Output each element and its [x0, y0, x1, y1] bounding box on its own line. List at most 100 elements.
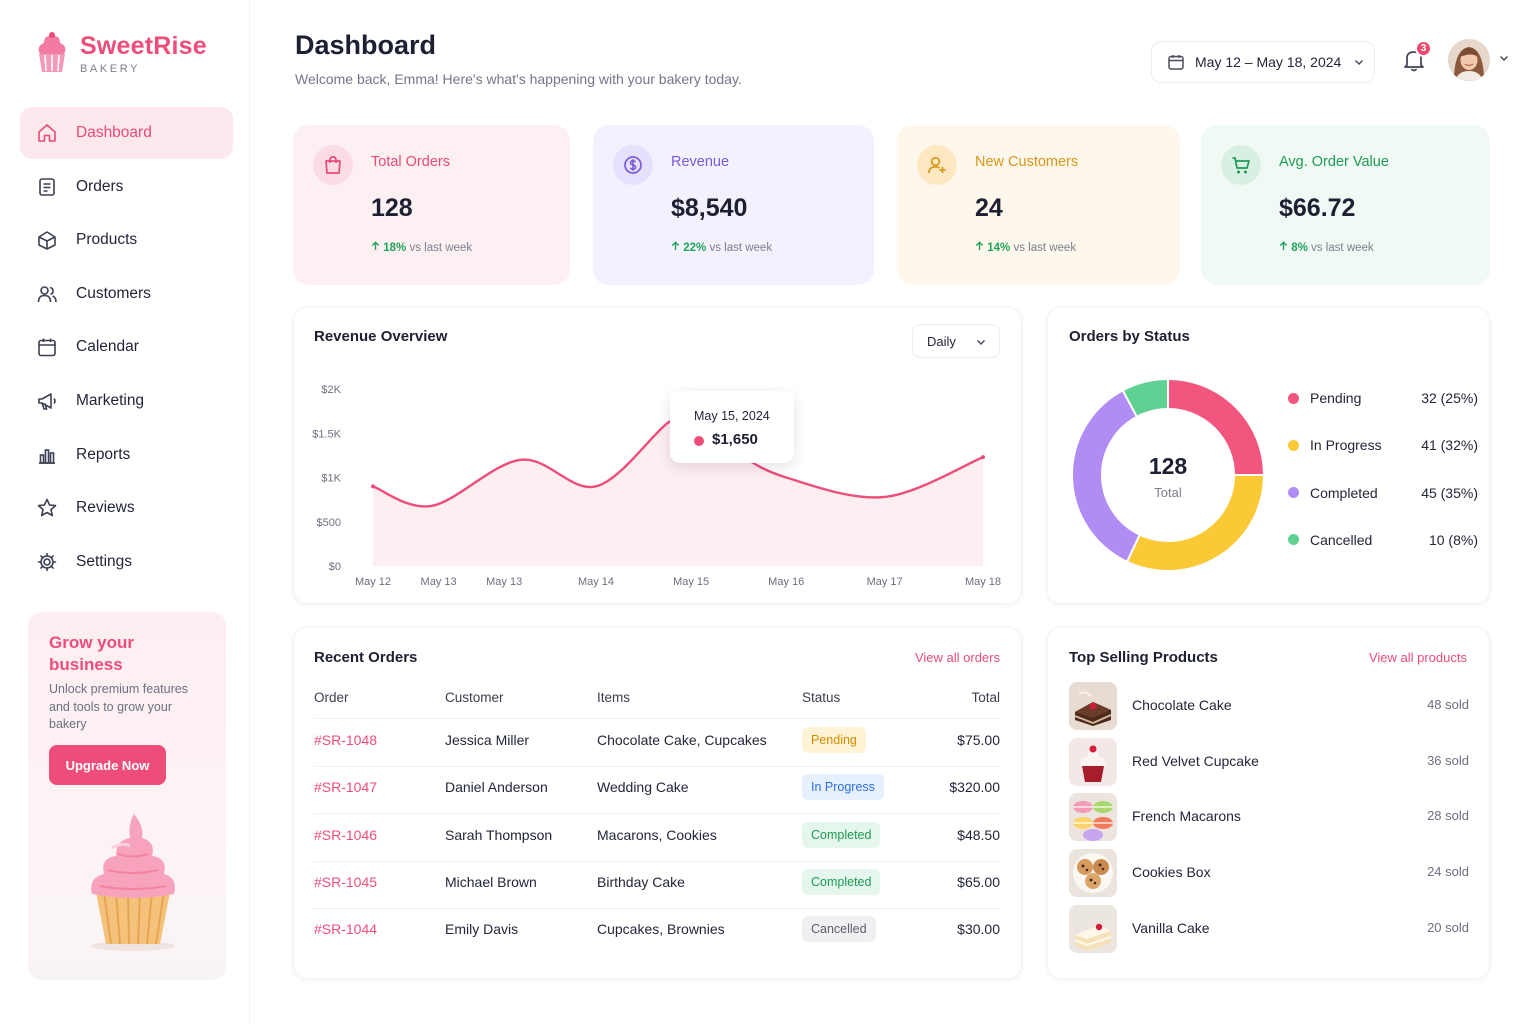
- sidebar-item-reports[interactable]: Reports: [20, 429, 233, 481]
- order-customer: Daniel Anderson: [445, 779, 548, 796]
- date-range-picker[interactable]: May 12 – May 18, 2024: [1151, 41, 1375, 83]
- chevron-down-icon: [1355, 59, 1364, 66]
- notification-bell-icon[interactable]: [1400, 46, 1428, 74]
- period-select-value: Daily: [927, 333, 956, 349]
- legend-value: 32 (25%): [1421, 390, 1478, 406]
- row-divider: [314, 860, 1000, 862]
- sidebar-item-orders[interactable]: Orders: [20, 161, 233, 213]
- chevron-down-icon: [976, 339, 986, 346]
- megaphone-icon: [36, 390, 58, 412]
- chevron-down-icon[interactable]: [1498, 52, 1510, 64]
- stat-icon-badge: [613, 145, 653, 185]
- sidebar-item-reviews[interactable]: Reviews: [20, 482, 233, 534]
- order-id-link[interactable]: #SR-1046: [314, 826, 378, 843]
- x-tick-label: May 14: [578, 576, 614, 588]
- promo-title: Grow your business: [49, 633, 135, 674]
- y-tick-label: $2K: [321, 384, 341, 396]
- column-header-total: Total: [971, 690, 1000, 705]
- stat-value: $66.72: [1279, 194, 1356, 222]
- stat-change: 22% vs last week: [671, 241, 772, 254]
- revenue-overview-panel: Revenue Overview Daily $2K $1.5K $1K $500 $0…: [293, 307, 1022, 604]
- sidebar-item-label: Orders: [76, 177, 124, 195]
- cupcake-logo-icon: [38, 32, 66, 72]
- stat-value: 24: [975, 194, 1003, 222]
- table-row[interactable]: #SR-1044 Emily Davis Cupcakes, Brownies Can…: [314, 908, 1000, 955]
- page-title: Dashboard: [295, 30, 437, 60]
- legend-dot: [1288, 534, 1299, 546]
- order-id-link[interactable]: #SR-1048: [314, 732, 378, 748]
- recent-orders-panel: Recent Orders View all orders Order Cust…: [293, 627, 1022, 979]
- sidebar-item-customers[interactable]: Customers: [20, 268, 233, 320]
- stat-value: $8,540: [671, 194, 748, 222]
- y-tick-label: $0: [329, 561, 341, 573]
- brand-subtitle: BAKERY: [80, 62, 141, 75]
- calendar-icon: [36, 336, 58, 358]
- orders-by-status-panel: Orders by Status 128 Total Pending 32 (25…: [1047, 307, 1490, 604]
- order-total: $320.00: [949, 779, 1000, 796]
- list-item[interactable]: Vanilla Cake 20 sold: [1069, 904, 1469, 953]
- legend-value: 41 (32%): [1421, 437, 1478, 454]
- sidebar-item-settings[interactable]: Settings: [20, 536, 233, 588]
- y-tick-label: $1.5K: [312, 428, 341, 440]
- product-name: Chocolate Cake: [1132, 697, 1232, 713]
- product-name: Red Velvet Cupcake: [1132, 752, 1259, 769]
- order-id-link[interactable]: #SR-1045: [314, 873, 378, 890]
- stat-card-revenue[interactable]: Revenue $8,540 22% vs last week: [593, 125, 874, 285]
- legend-dot: [1288, 487, 1299, 499]
- status-badge: Pending: [802, 727, 866, 753]
- upgrade-now-button[interactable]: Upgrade Now: [49, 745, 166, 785]
- legend-dot: [1288, 392, 1299, 404]
- table-row[interactable]: #SR-1045 Michael Brown Birthday Cake Comple…: [314, 861, 1000, 908]
- sidebar-item-products[interactable]: Products: [20, 214, 233, 266]
- sidebar-item-dashboard[interactable]: Dashboard: [20, 107, 233, 159]
- status-badge: Completed: [802, 821, 881, 848]
- stat-card-new-customers[interactable]: New Customers 24 14% vs last week: [897, 125, 1180, 285]
- table-row[interactable]: #SR-1048 Jessica Miller Chocolate Cake, Cu…: [314, 719, 1000, 766]
- stat-label: Total Orders: [371, 154, 450, 170]
- stat-icon-badge: [1221, 145, 1261, 185]
- avatar[interactable]: [1448, 39, 1490, 81]
- sidebar-item-label: Reviews: [76, 499, 135, 517]
- status-badge: Completed: [802, 868, 881, 895]
- legend-label: Pending: [1310, 390, 1362, 406]
- arrow-up-icon: [671, 241, 683, 254]
- status-badge: In Progress: [802, 774, 884, 801]
- tooltip-date: May 15, 2024: [694, 409, 770, 423]
- star-icon: [36, 497, 58, 519]
- list-item[interactable]: Cookies Box 24 sold: [1069, 849, 1469, 898]
- list-item[interactable]: Red Velvet Cupcake 36 sold: [1069, 737, 1469, 786]
- donut-total-value: 128: [1148, 453, 1188, 479]
- brand[interactable]: SweetRise BAKERY: [32, 30, 207, 76]
- sidebar-item-calendar[interactable]: Calendar: [20, 321, 233, 373]
- view-all-products-link[interactable]: View all products: [1368, 650, 1467, 665]
- period-select[interactable]: Daily: [912, 324, 1000, 358]
- sidebar: SweetRise BAKERY Dashboard Orders Products…: [0, 0, 250, 1024]
- stat-card-total-orders[interactable]: Total Orders 128 18% vs last week: [293, 125, 570, 285]
- order-items: Wedding Cake: [597, 779, 689, 796]
- stat-change-percent: 8%: [1291, 242, 1308, 254]
- stat-label: New Customers: [975, 154, 1079, 170]
- stat-card-avg-order-value[interactable]: Avg. Order Value $66.72 8% vs last week: [1201, 125, 1490, 285]
- reports-icon: [39, 448, 55, 464]
- table-row[interactable]: #SR-1046 Sarah Thompson Macarons, Cookies C…: [314, 814, 1000, 861]
- list-item[interactable]: Chocolate Cake 48 sold: [1069, 682, 1469, 730]
- order-items: Macarons, Cookies: [597, 826, 717, 843]
- list-item[interactable]: French Macarons 28 sold: [1069, 793, 1469, 842]
- stat-change: 14% vs last week: [975, 241, 1076, 254]
- orders-by-status-title: Orders by Status: [1069, 328, 1190, 345]
- table-row[interactable]: #SR-1047 Daniel Anderson Wedding Cake In Pr…: [314, 766, 1000, 813]
- order-id-link[interactable]: #SR-1044: [314, 921, 378, 938]
- calendar-icon: [1168, 55, 1184, 70]
- stat-change-percent: 14%: [987, 242, 1011, 254]
- recent-orders-title: Recent Orders: [314, 649, 418, 666]
- view-all-orders-link[interactable]: View all orders: [914, 650, 1000, 665]
- order-id-link[interactable]: #SR-1047: [314, 779, 378, 796]
- product-name: Cookies Box: [1132, 864, 1211, 881]
- orders-icon: [36, 176, 58, 198]
- product-sold-count: 48 sold: [1427, 697, 1469, 712]
- sidebar-item-label: Products: [76, 231, 138, 249]
- donut-slice-cancelled[interactable]: [1121, 377, 1169, 419]
- order-items: Chocolate Cake, Cupcakes: [597, 732, 767, 748]
- sidebar-item-marketing[interactable]: Marketing: [20, 375, 233, 427]
- red-velvet-cupcake-image: [1069, 737, 1117, 786]
